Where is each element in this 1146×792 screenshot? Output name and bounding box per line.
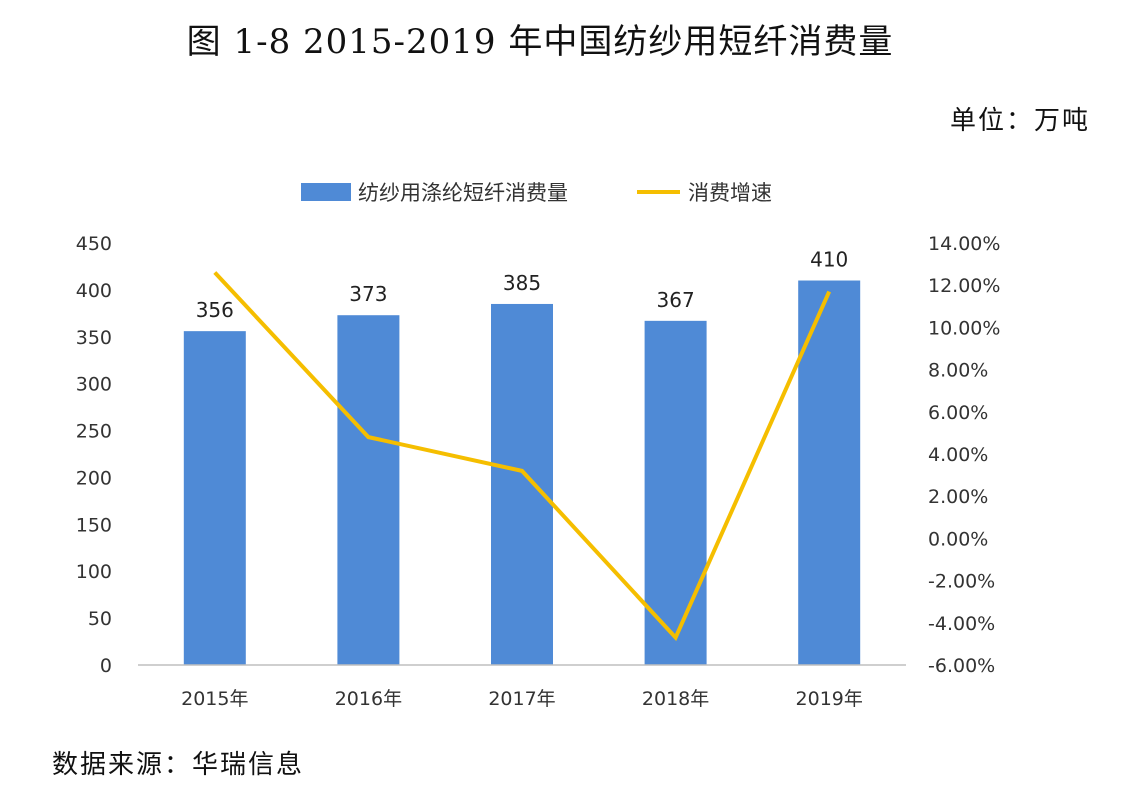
chart-title: 图 1-8 2015-2019 年中国纺纱用短纤消费量 xyxy=(186,22,894,62)
right-axis-tick: 12.00% xyxy=(928,275,1000,297)
right-axis-tick: 2.00% xyxy=(928,486,988,508)
left-axis-tick: 150 xyxy=(76,514,112,536)
right-axis-tick: -4.00% xyxy=(928,613,995,635)
left-axis-tick: 450 xyxy=(76,233,112,255)
x-axis-tick: 2016年 xyxy=(335,688,402,710)
bar-data-label: 385 xyxy=(503,271,541,295)
bar xyxy=(337,315,400,665)
source-note: 数据来源：华瑞信息 xyxy=(52,750,305,780)
right-axis-tick: 0.00% xyxy=(928,528,988,550)
left-axis-tick: 250 xyxy=(76,421,112,443)
x-axis-tick: 2015年 xyxy=(181,688,248,710)
left-axis-tick: 200 xyxy=(76,467,112,489)
bar xyxy=(491,303,553,665)
bar-data-label: 373 xyxy=(349,282,387,306)
legend-swatch-bar xyxy=(301,183,351,201)
right-axis-tick: 4.00% xyxy=(928,444,988,466)
left-axis-tick: 300 xyxy=(76,374,112,396)
bar xyxy=(183,331,246,665)
left-axis-tick: 100 xyxy=(76,561,112,583)
right-axis-tick: 10.00% xyxy=(928,317,1000,339)
bar-data-label: 410 xyxy=(810,248,848,272)
right-axis-tick: -6.00% xyxy=(928,655,995,677)
bar xyxy=(644,320,707,665)
right-axis-tick: -2.00% xyxy=(928,571,995,593)
left-axis-tick: 350 xyxy=(76,327,112,349)
right-axis-tick: 6.00% xyxy=(928,402,988,424)
bar-data-label: 367 xyxy=(657,288,695,312)
bar xyxy=(798,280,861,665)
unit-label: 单位：万吨 xyxy=(949,106,1090,136)
x-axis-tick: 2017年 xyxy=(488,688,555,710)
left-axis-tick: 50 xyxy=(88,608,112,630)
x-axis-tick: 2018年 xyxy=(642,688,709,710)
right-axis-tick: 14.00% xyxy=(928,233,1000,255)
bar-data-label: 356 xyxy=(196,298,234,322)
x-axis-tick: 2019年 xyxy=(796,688,863,710)
left-axis-tick: 0 xyxy=(100,655,112,677)
legend-label-bar: 纺纱用涤纶短纤消费量 xyxy=(358,181,568,205)
legend-label-line: 消费增速 xyxy=(688,181,772,205)
left-axis-tick: 400 xyxy=(76,280,112,302)
right-axis-tick: 8.00% xyxy=(928,360,988,382)
